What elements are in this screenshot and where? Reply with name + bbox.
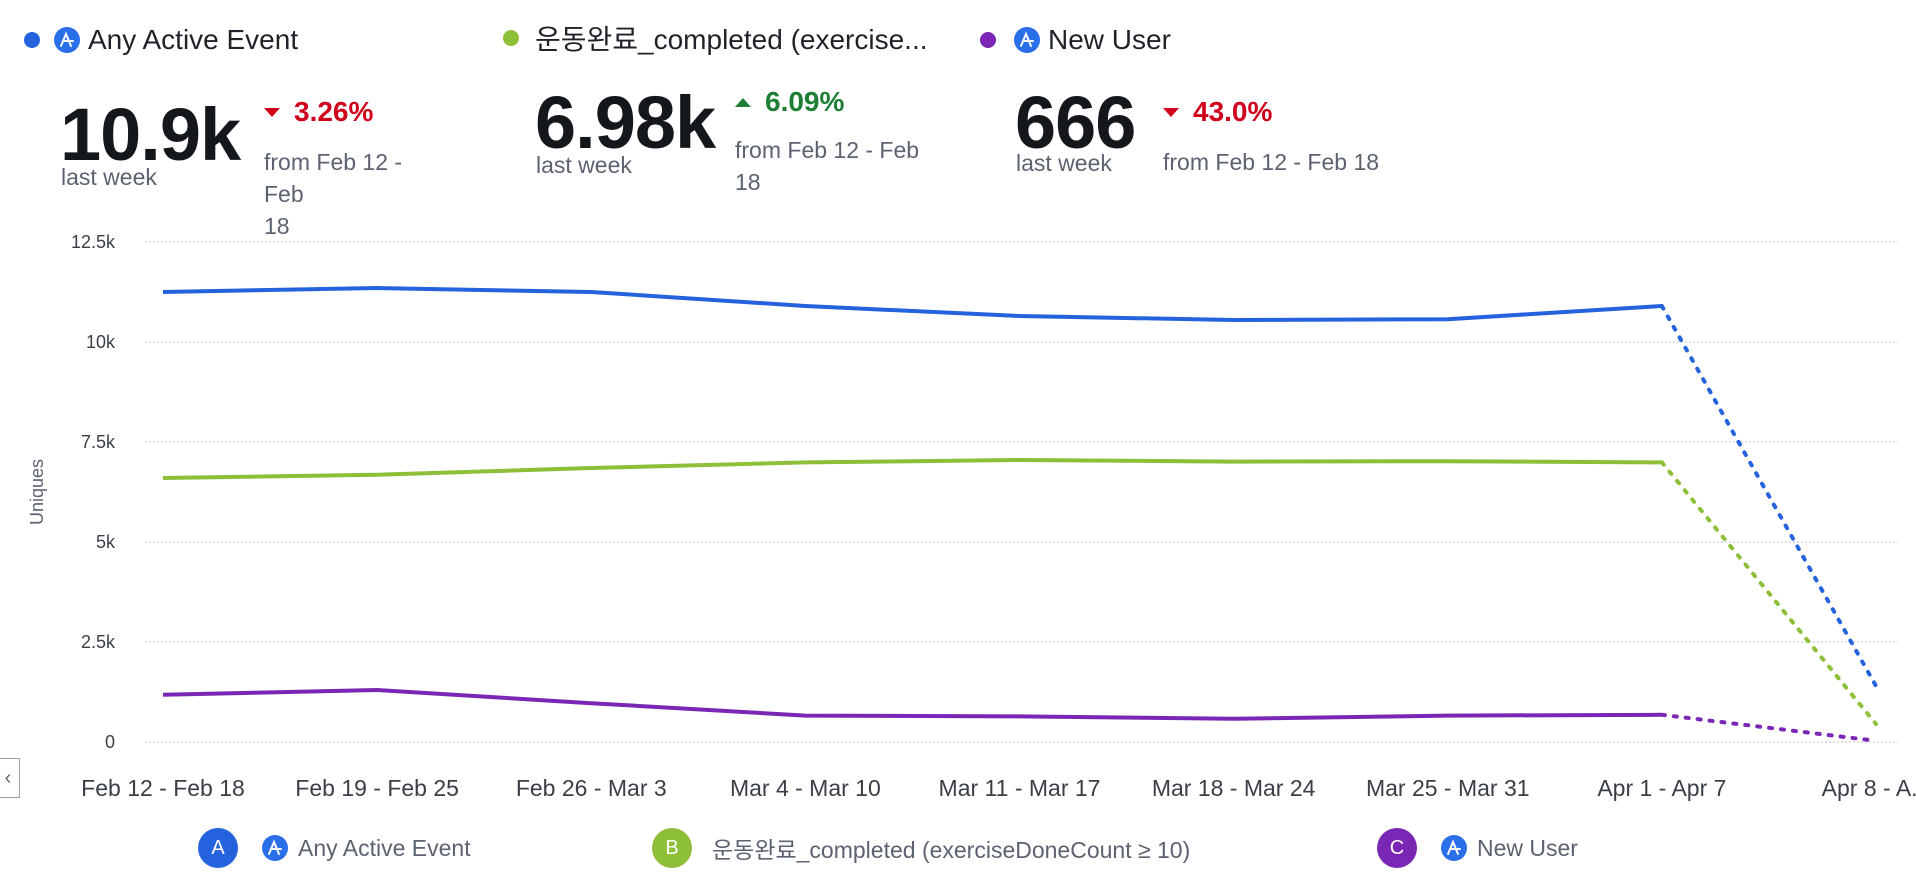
y-tick-label: 10k [86, 332, 116, 352]
metric-card-exercise-completed: 운동완료_completed (exercise... 6.98k last w… [503, 0, 928, 220]
comparison-line-1: from Feb 12 - Feb 18 [1163, 149, 1380, 175]
x-tick-label: Apr 8 - A... [1822, 775, 1916, 801]
grid-lines [145, 241, 1898, 743]
legend-item-new-user[interactable]: C New User [1377, 828, 1578, 868]
metric-period: last week [61, 164, 157, 190]
delta-value: 6.09% [765, 86, 845, 117]
metric-value: 6.98k [535, 81, 716, 164]
amplitude-icon [262, 835, 288, 861]
comparison-line-1: from Feb 12 - Feb [735, 137, 920, 163]
y-axis-ticks: 0 2.5k 5k 7.5k 10k 12.5k [71, 232, 116, 752]
metric-delta: 3.26% [264, 96, 373, 128]
y-axis-label: Uniques [27, 459, 47, 525]
series-dot [503, 30, 519, 46]
legend-label: 운동완료_completed (exerciseDoneCount ≥ 10) [712, 837, 1191, 863]
y-tick-label: 0 [105, 732, 115, 752]
series-dot [24, 32, 40, 48]
metric-period: last week [536, 152, 632, 178]
series-incomplete-segment[interactable] [1659, 712, 1878, 743]
series-incomplete-segment[interactable] [1659, 304, 1878, 688]
x-tick-label: Apr 1 - Apr 7 [1597, 775, 1726, 801]
amplitude-icon [1014, 27, 1040, 53]
metric-name[interactable]: 운동완료_completed (exercise... [535, 24, 928, 55]
trend-down-icon [264, 107, 280, 117]
x-tick-label: Mar 4 - Mar 10 [730, 775, 881, 801]
metric-name[interactable]: Any Active Event [88, 24, 299, 55]
y-tick-label: 7.5k [81, 432, 116, 452]
legend-label: New User [1477, 834, 1578, 861]
x-axis-ticks: Feb 12 - Feb 18 Feb 19 - Feb 25 Feb 26 - M… [81, 775, 1916, 801]
legend-item-any-active-event[interactable]: A Any Active Event [198, 828, 471, 868]
comparison-line-2: 18 [264, 213, 290, 239]
chevron-left-icon: ‹ [4, 766, 12, 789]
series-line[interactable] [162, 286, 1662, 322]
x-tick-label: Mar 18 - Mar 24 [1152, 775, 1316, 801]
metric-period: last week [1016, 150, 1112, 176]
amplitude-icon [54, 27, 80, 53]
metric-header: 운동완료_completed (exercise... [503, 18, 928, 58]
delta-value: 3.26% [294, 96, 374, 127]
legend-item-exercise-completed[interactable]: B 운동완료_completed (exerciseDoneCount ≥ 10… [652, 828, 1190, 868]
y-tick-label: 5k [96, 532, 116, 552]
metric-header: New User [980, 24, 1171, 56]
series-badge: B [652, 828, 692, 868]
metric-value: 666 [1015, 81, 1136, 164]
metric-delta: 6.09% [735, 86, 844, 118]
trend-up-icon [735, 97, 751, 107]
x-tick-label: Mar 25 - Mar 31 [1366, 775, 1530, 801]
collapse-panel-button[interactable]: ‹ [0, 758, 20, 798]
amplitude-icon [1441, 835, 1467, 861]
y-tick-label: 12.5k [71, 232, 116, 252]
x-tick-label: Feb 12 - Feb 18 [81, 775, 245, 801]
metric-comparison: from Feb 12 - Feb 18 [1163, 146, 1379, 178]
series-lines [162, 286, 1878, 743]
series-badge: C [1377, 828, 1417, 868]
x-tick-label: Feb 26 - Mar 3 [516, 775, 667, 801]
series-badge: A [198, 828, 238, 868]
x-tick-label: Feb 19 - Feb 25 [295, 775, 459, 801]
series-incomplete-segment[interactable] [1659, 460, 1878, 726]
series-dot [980, 32, 996, 48]
legend-label: Any Active Event [298, 834, 471, 861]
delta-value: 43.0% [1193, 96, 1273, 127]
trend-down-icon [1163, 107, 1179, 117]
metric-card-new-user: New User 666 last week 43.0% from Feb 12… [980, 0, 1420, 220]
series-line[interactable] [162, 688, 1662, 721]
y-tick-label: 2.5k [81, 632, 116, 652]
metric-delta: 43.0% [1163, 96, 1272, 128]
metric-card-any-active-event: Any Active Event 10.9k last week 3.26% f… [24, 0, 404, 239]
comparison-line-2: 18 [735, 169, 761, 195]
metric-comparison: from Feb 12 - Feb 18 [264, 146, 404, 242]
x-tick-label: Mar 11 - Mar 17 [939, 775, 1101, 801]
series-line[interactable] [162, 458, 1662, 480]
comparison-line-1: from Feb 12 - Feb [264, 149, 403, 207]
metric-value: 10.9k [60, 93, 241, 176]
metric-comparison: from Feb 12 - Feb 18 [735, 134, 919, 198]
metric-header: Any Active Event [24, 24, 298, 56]
metric-name[interactable]: New User [1048, 24, 1171, 55]
